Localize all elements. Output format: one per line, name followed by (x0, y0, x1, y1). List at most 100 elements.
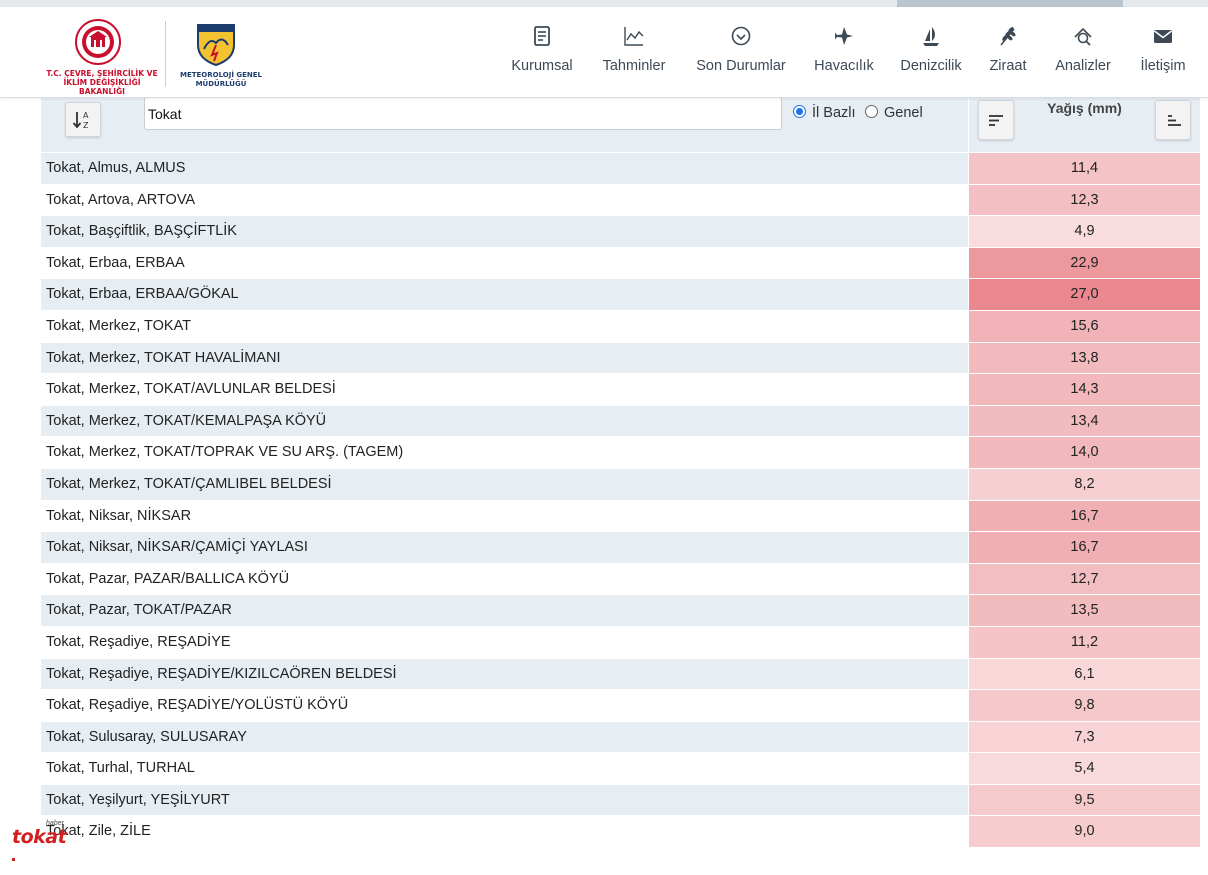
nav-label: Tahminler (602, 58, 666, 74)
precipitation-value: 14,3 (969, 374, 1200, 405)
brand-word: tokat (12, 826, 67, 848)
radio-general[interactable]: Genel (865, 105, 923, 121)
station-name: Tokat, Yeşilyurt, YEŞİLYURT (41, 784, 968, 816)
table-row: Tokat, Zile, ZİLE 9,0 (41, 816, 1200, 849)
station-name: Tokat, Merkez, TOKAT/ÇAMLIBEL BELDESİ (41, 468, 968, 500)
precipitation-value: 6,1 (969, 658, 1200, 690)
table-row: Tokat, Merkez, TOKAT/TOPRAK VE SU ARŞ. (… (41, 437, 1200, 469)
ministry-logo[interactable]: T.C. ÇEVRE, ŞEHİRCİLİK VE İKLİM DEĞİŞİKL… (40, 17, 164, 96)
station-name: Tokat, Merkez, TOKAT/TOPRAK VE SU ARŞ. (… (41, 437, 968, 468)
precipitation-value: 16,7 (969, 532, 1200, 563)
precipitation-value: 7,3 (969, 721, 1200, 753)
search-input[interactable] (144, 97, 782, 130)
precipitation-value: 22,9 (969, 247, 1200, 279)
nav-label: Analizler (1055, 58, 1111, 74)
sort-asc-icon (1168, 115, 1181, 126)
table-row: Tokat, Artova, ARTOVA 12,3 (41, 184, 1200, 217)
site-header: T.C. ÇEVRE, ŞEHİRCİLİK VE İKLİM DEĞİŞİKL… (0, 7, 1208, 98)
table-row: Tokat, Erbaa, ERBAA/GÖKAL 27,0 (41, 279, 1200, 311)
ministry-seal-icon (75, 19, 121, 65)
radio-general-label: Genel (884, 105, 923, 121)
table-row: Tokat, Reşadiye, REŞADİYE/KIZILCAÖREN BE… (41, 658, 1200, 691)
station-name: Tokat, Pazar, TOKAT/PAZAR (41, 595, 968, 626)
nav-havacilik[interactable]: Havacılık (810, 25, 878, 85)
chart-line-icon (624, 27, 644, 46)
table-row: Tokat, Pazar, TOKAT/PAZAR 13,5 (41, 595, 1200, 627)
table-row: Tokat, Reşadiye, REŞADİYE/YOLÜSTÜ KÖYÜ 9,… (41, 690, 1200, 722)
station-name: Tokat, Almus, ALMUS (41, 153, 968, 184)
precipitation-value: 14,0 (969, 437, 1200, 468)
table-row: Tokat, Merkez, TOKAT 15,6 (41, 310, 1200, 343)
radio-general-dot[interactable] (865, 105, 878, 118)
nav-label: Denizcilik (900, 58, 962, 74)
nav-label: İletişim (1140, 58, 1186, 74)
table-row: Tokat, Merkez, TOKAT/ÇAMLIBEL BELDESİ 8,2 (41, 468, 1200, 501)
sort-desc-icon (989, 115, 1003, 126)
station-name: Tokat, Merkez, TOKAT/AVLUNLAR BELDESİ (41, 374, 968, 405)
station-name: Tokat, Erbaa, ERBAA (41, 247, 968, 279)
radio-province-dot[interactable] (793, 105, 806, 118)
table-row: Tokat, Sulusaray, SULUSARAY 7,3 (41, 721, 1200, 754)
station-name: Tokat, Erbaa, ERBAA/GÖKAL (41, 279, 968, 310)
envelope-icon (1154, 30, 1172, 43)
station-name: Tokat, Artova, ARTOVA (41, 184, 968, 216)
sailboat-icon (923, 27, 939, 46)
table-row: Tokat, Merkez, TOKAT/AVLUNLAR BELDESİ 14,… (41, 374, 1200, 406)
station-name: Tokat, Reşadiye, REŞADİYE (41, 626, 968, 658)
table-row: Tokat, Turhal, TURHAL 5,4 (41, 753, 1200, 785)
table-row: Tokat, Yeşilyurt, YEŞİLYURT 9,5 (41, 784, 1200, 817)
sort-asc-button[interactable] (1155, 100, 1191, 140)
sort-alpha-icon: A Z (72, 111, 89, 130)
precipitation-value: 13,8 (969, 342, 1200, 374)
nav-iletisim[interactable]: İletişim (1134, 25, 1192, 85)
circle-check-icon (731, 26, 751, 46)
nav-ziraat[interactable]: Ziraat (984, 25, 1032, 85)
precipitation-value: 12,7 (969, 563, 1200, 595)
precipitation-value: 11,4 (969, 153, 1200, 184)
precipitation-value: 9,5 (969, 784, 1200, 816)
nav-denizcilik[interactable]: Denizcilik (896, 25, 966, 85)
radio-province-label: İl Bazlı (812, 105, 856, 121)
top-strip-accent (897, 0, 1123, 7)
precipitation-value: 12,3 (969, 184, 1200, 216)
station-name: Tokat, Turhal, TURHAL (41, 753, 968, 784)
table-row: Tokat, Reşadiye, REŞADİYE 11,2 (41, 626, 1200, 659)
precipitation-value: 11,2 (969, 626, 1200, 658)
station-name: Tokat, Başçiftlik, BAŞÇİFTLİK (41, 216, 968, 247)
magnifier-icon (1074, 27, 1092, 46)
station-table: Tokat, Almus, ALMUS 11,4 Tokat, Artova, AR… (41, 153, 1200, 849)
svg-text:A: A (83, 111, 89, 120)
nav-son-durumlar[interactable]: Son Durumlar (692, 25, 790, 85)
mgm-logo[interactable]: METEOROLOJİ GENEL MÜDÜRLÜĞÜ (176, 17, 266, 92)
station-name: Tokat, Reşadiye, REŞADİYE/YOLÜSTÜ KÖYÜ (41, 690, 968, 721)
station-name: Tokat, Merkez, TOKAT (41, 310, 968, 342)
precipitation-value: 16,7 (969, 500, 1200, 532)
document-icon (534, 26, 550, 46)
nav-tahminler[interactable]: Tahminler (597, 25, 671, 85)
precipitation-value: 9,8 (969, 690, 1200, 721)
precipitation-value: 13,5 (969, 595, 1200, 626)
table-row: Tokat, Almus, ALMUS 11,4 (41, 153, 1200, 185)
precipitation-value: 4,9 (969, 216, 1200, 247)
station-name: Tokat, Merkez, TOKAT HAVALİMANI (41, 342, 968, 374)
sort-desc-button[interactable] (978, 100, 1014, 140)
precipitation-value: 15,6 (969, 310, 1200, 342)
radio-province[interactable]: İl Bazlı (793, 105, 856, 121)
nav-label: Havacılık (814, 58, 874, 74)
logo-divider (165, 21, 166, 87)
nav-analizler[interactable]: Analizler (1050, 25, 1116, 85)
value-column-header: Yağış (mm) (969, 97, 1200, 152)
sort-alpha-button[interactable]: A Z (65, 102, 101, 137)
precipitation-value: 27,0 (969, 279, 1200, 310)
precipitation-value: 5,4 (969, 753, 1200, 784)
wheat-icon (1000, 27, 1016, 46)
station-name: Tokat, Niksar, NİKSAR (41, 500, 968, 532)
tokat-haber-watermark: haber tokat (12, 820, 72, 866)
nav-kurumsal[interactable]: Kurumsal (505, 25, 579, 85)
svg-text:Z: Z (83, 121, 89, 130)
value-header-title: Yağış (mm) (1047, 100, 1122, 116)
brand-dot (12, 858, 15, 861)
station-name: Tokat, Sulusaray, SULUSARAY (41, 721, 968, 753)
airplane-icon (835, 27, 853, 45)
precipitation-value: 13,4 (969, 405, 1200, 437)
